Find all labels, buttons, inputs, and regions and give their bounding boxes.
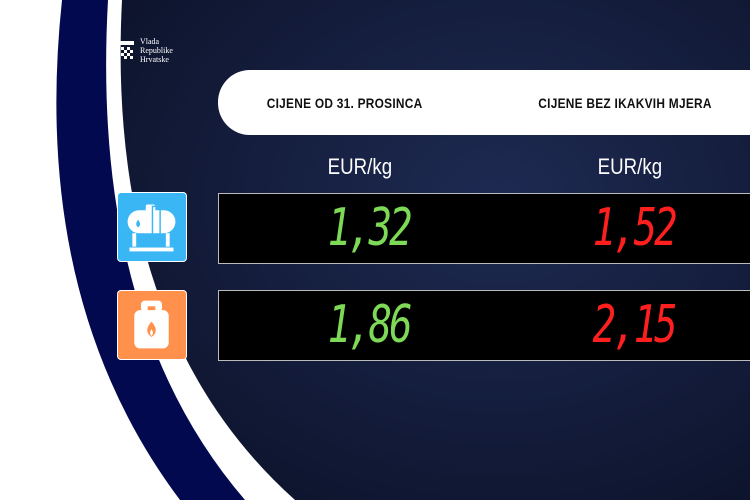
price-without-measures: 2,15 (592, 295, 678, 355)
unit-label-current: EUR/kg (327, 154, 393, 179)
navy-stripe (56, 0, 245, 500)
price-row-gas-cylinder: 1,86 2,15 (218, 290, 750, 361)
header-bar: CIJENE OD 31. PROSINCA CIJENE BEZ IKAKVI… (218, 70, 750, 135)
price-without-measures: 1,52 (592, 198, 678, 258)
gas-tank-icon (117, 192, 187, 262)
logo-line: Republike (140, 46, 173, 55)
unit-label-no-measures: EUR/kg (597, 154, 663, 179)
gas-cylinder-icon (117, 290, 187, 360)
government-logo: Vlada Republike Hrvatske (120, 37, 173, 64)
logo-line: Hrvatske (140, 55, 169, 64)
croatian-coat-of-arms-icon (120, 40, 134, 59)
logo-line: Vlada (140, 37, 160, 46)
price-current: 1,86 (327, 295, 413, 355)
column-header-no-measures: CIJENE BEZ IKAKVIH MJERA (538, 95, 712, 111)
column-header-current: CIJENE OD 31. PROSINCA (266, 95, 423, 111)
price-row-gas-tank: 1,32 1,52 (218, 193, 750, 264)
price-current: 1,32 (327, 198, 413, 258)
